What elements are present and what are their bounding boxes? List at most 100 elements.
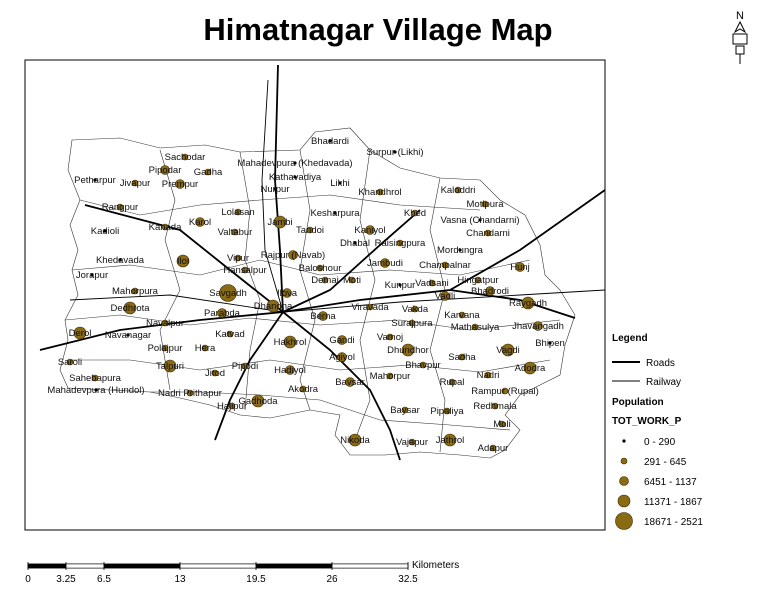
village-label: Pipodi (232, 361, 258, 372)
village-label: Bhadrodi (471, 286, 509, 297)
village-label: Karvana (444, 310, 480, 321)
village-circle (533, 321, 543, 331)
village-label: Polajpur (148, 343, 183, 354)
village-circle (316, 264, 324, 272)
village-label: Dhandha (254, 301, 293, 312)
village-point (93, 178, 97, 182)
village-label: Sahebapura (69, 373, 121, 384)
village-label: Hansalpur (223, 265, 266, 276)
village-circle (396, 239, 404, 247)
village-label: Kathavadiya (269, 172, 322, 183)
village-circle (273, 215, 287, 229)
legend-symbol (615, 512, 633, 530)
village-label: Kaniyol (354, 225, 385, 236)
village-circle (241, 266, 249, 274)
village-label: Raygadh (509, 298, 547, 309)
village-label: Katvad (215, 329, 245, 340)
scale-segment (103, 563, 181, 569)
village-circle (448, 378, 456, 386)
scale-bar: 0 3.25 6.5 13 19.5 26 32.5 Kilometers (25, 560, 459, 585)
village-circle (299, 385, 307, 393)
map-title: Himatnagar Village Map (203, 12, 552, 47)
roads (39, 64, 606, 461)
legend-class-label: 6451 - 1137 (644, 477, 697, 488)
village-circle (366, 303, 374, 311)
village-label: Bhavpur (405, 360, 440, 371)
scale-segment (179, 563, 257, 569)
village-circle (195, 217, 205, 227)
village-circle (282, 288, 292, 298)
legend-class-label: 11371 - 1867 (644, 497, 703, 508)
village-label: Mahorpura (112, 286, 159, 297)
village-label: Champalnar (419, 260, 471, 271)
village-circle (428, 279, 436, 287)
village-circle (241, 362, 249, 370)
village-label: Redhmala (473, 401, 517, 412)
village-point (118, 258, 122, 262)
village-circle (440, 291, 450, 301)
village-label: Dhundhor (387, 345, 429, 356)
village-point (126, 333, 130, 337)
village-label: Ilova (277, 288, 298, 299)
village-circle (481, 200, 489, 208)
village-circle (380, 258, 390, 268)
village-label: Mathasulya (451, 322, 500, 333)
village-label: Kaloddri (441, 185, 476, 196)
village-circle (163, 359, 177, 373)
legend-symbol (619, 476, 629, 486)
village-label: Kanada (149, 222, 182, 233)
village-label: Iloi (177, 256, 189, 267)
village-circle (231, 228, 239, 236)
village-circle (234, 254, 242, 262)
village-point (103, 229, 107, 233)
villages: Bhadardi Surpur (Likhi) Sachodar Pipodar Gad… (47, 136, 564, 454)
village-circle (523, 361, 537, 375)
village-label: Navanagar (105, 330, 151, 341)
village-circle (501, 343, 515, 357)
village-label: Kadioli (91, 226, 120, 237)
village-label: Hingatpur (457, 275, 498, 286)
village-circle (401, 343, 415, 357)
village-label: Rangpur (102, 202, 138, 213)
village-circle (175, 179, 185, 189)
village-label: Jhavangadh (512, 321, 564, 332)
village-label: Pipaliya (430, 406, 464, 417)
village-label: Baloshour (299, 263, 342, 274)
village-circle (228, 402, 236, 410)
scale-segment (27, 563, 67, 569)
village-label: Navalpur (146, 318, 184, 329)
village-circle (123, 301, 137, 315)
legend-symbol (620, 457, 628, 465)
village-label: Vadli (435, 291, 455, 302)
village-label: Hajipur (217, 401, 247, 412)
village-circle (161, 344, 169, 352)
village-circle (376, 188, 384, 196)
scale-segment (331, 563, 409, 569)
village-label: Petharpur (74, 175, 116, 186)
legend-heading: Population (612, 397, 664, 408)
village-label: Sachodar (165, 152, 206, 163)
village-point (333, 211, 337, 215)
village-label: Chandarni (466, 228, 510, 239)
north-label: N (736, 10, 744, 22)
scale-tick-label: 19.5 (246, 574, 266, 585)
village-label: Bhadardi (311, 136, 349, 147)
scale-tick-label: 26 (326, 574, 338, 585)
legend-symbol (622, 439, 626, 443)
village-circle (337, 352, 347, 362)
village-circle (408, 319, 416, 327)
village-point (338, 181, 342, 185)
village-label: Berna (310, 311, 336, 322)
village-circle (471, 323, 479, 331)
village-label: Jambudi (367, 258, 403, 269)
village-circle (348, 433, 362, 447)
scale-tick-label: 0 (25, 574, 31, 585)
village-label: Demai (311, 275, 338, 286)
village-point (293, 161, 297, 165)
village-label: Savgadh (209, 288, 247, 299)
legend-class-label: 291 - 645 (644, 457, 687, 468)
village-label: Parabda (204, 308, 241, 319)
village-circle (411, 305, 419, 313)
scale-tick-label: 6.5 (97, 574, 111, 585)
